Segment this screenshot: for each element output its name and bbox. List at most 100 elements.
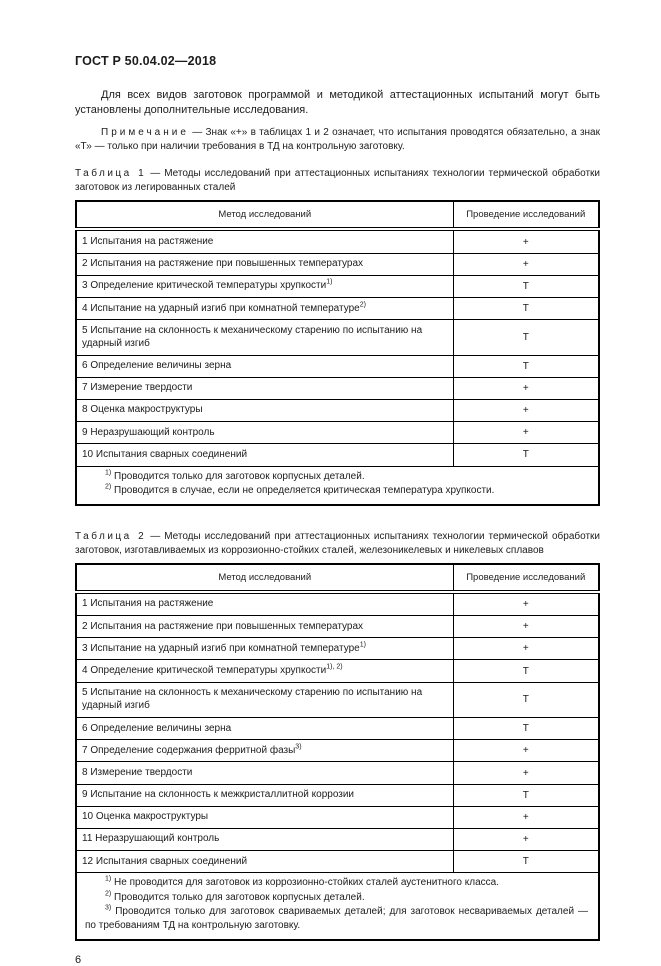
footnote-text: Проводится только для заготовок корпусны… [114, 891, 365, 903]
table2-body: 1 Испытания на растяжение + 2 Испытания … [75, 591, 600, 874]
result-cell: + [452, 376, 600, 400]
method-cell-text: 10 Испытания сварных соединений [82, 448, 248, 460]
method-cell: 1 Испытания на растяжение [75, 228, 454, 254]
footnote-marker: 1) [326, 279, 333, 287]
method-cell-text: 3 Определение критической температуры хр… [82, 280, 327, 292]
method-cell-text: 11 Неразрушающий контроль [82, 833, 220, 845]
table-footnote: 1) Не проводится для заготовок из корроз… [85, 876, 588, 890]
footnote-marker: 1) [105, 469, 112, 477]
method-cell: 6 Определение величины зерна [75, 354, 454, 378]
table-row: 8 Измерение твердости + [75, 761, 600, 785]
result-cell: + [452, 252, 600, 276]
method-cell-text: 8 Оценка макроструктуры [82, 404, 203, 416]
table-row: 7 Определение содержания ферритной фазы3… [75, 739, 600, 763]
table1-caption: Таблица 1 — Методы исследований при атте… [75, 167, 600, 195]
table2-header-row: Метод исследований Проведение исследован… [75, 563, 600, 594]
table2-footnotes-row: 1) Не проводится для заготовок из корроз… [75, 872, 600, 941]
method-cell-text: 4 Определение критической температуры хр… [82, 664, 327, 676]
note-text: — Знак «+» в таблицах 1 и 2 означает, чт… [75, 127, 600, 153]
result-cell: + [452, 827, 600, 852]
footnote-text: Проводится в случае, если не определяетс… [114, 484, 495, 496]
table-row: 2 Испытания на растяжение при повышенных… [75, 252, 600, 276]
table-row: 3 Определение критической температуры хр… [75, 274, 600, 299]
table1-header-row: Метод исследований Проведение исследован… [75, 200, 600, 232]
method-cell-text: 7 Определение содержания ферритной фазы [82, 744, 296, 756]
method-cell-text: 6 Определение величины зерна [82, 722, 232, 734]
table1-footnotes-cell: 1) Проводится только для заготовок корпу… [75, 465, 600, 506]
footnote-text: Не проводится для заготовок из коррозион… [114, 877, 499, 889]
method-cell: 12 Испытания сварных соединений [75, 850, 454, 874]
method-cell: 3 Определение критической температуры хр… [75, 274, 454, 299]
method-cell: 5 Испытание на склонность к механическом… [75, 681, 454, 719]
footnote-marker: 1) [359, 641, 366, 649]
method-cell: 1 Испытания на растяжение [75, 591, 454, 617]
result-cell: Т [452, 297, 600, 321]
table-row: 4 Определение критической температуры хр… [75, 659, 600, 683]
result-cell: + [452, 228, 600, 254]
table1-caption-label: Таблица 1 [75, 168, 147, 180]
result-cell: + [452, 761, 600, 785]
method-cell: 7 Измерение твердости [75, 376, 454, 400]
table2-caption-text: — Методы исследований при аттестационных… [75, 530, 600, 556]
method-cell-text: 4 Испытание на ударный изгиб при комнатн… [82, 302, 360, 314]
table2-head: Метод исследований Проведение исследован… [75, 563, 600, 594]
table1-body: 1 Испытания на растяжение + 2 Испытания … [75, 228, 600, 467]
table2-caption: Таблица 2 — Методы исследований при атте… [75, 530, 600, 558]
table-footnote: 1) Проводится только для заготовок корпу… [85, 469, 588, 484]
method-cell-text: 5 Испытание на склонность к механическом… [82, 324, 423, 349]
method-cell: 2 Испытания на растяжение при повышенных… [75, 252, 454, 276]
method-cell: 9 Неразрушающий контроль [75, 421, 454, 445]
method-cell-text: 2 Испытания на растяжение при повышенных… [82, 258, 364, 270]
table2-footnotes-section: 1) Не проводится для заготовок из корроз… [75, 872, 600, 941]
method-cell: 10 Оценка макроструктуры [75, 805, 454, 829]
table1-col-method: Метод исследований [75, 200, 454, 232]
table-row: 1 Испытания на растяжение + [75, 228, 600, 254]
table-row: 5 Испытание на склонность к механическом… [75, 319, 600, 356]
table-row: 11 Неразрушающий контроль + [75, 827, 600, 852]
method-cell: 7 Определение содержания ферритной фазы3… [75, 739, 454, 763]
table1-footnotes-section: 1) Проводится только для заготовок корпу… [75, 465, 600, 506]
footnote-marker: 3) [105, 904, 112, 912]
method-cell: 2 Испытания на растяжение при повышенных… [75, 615, 454, 639]
table2-caption-label: Таблица 2 [75, 530, 147, 542]
method-cell-text: 6 Определение величины зерна [82, 360, 232, 372]
result-cell: Т [452, 659, 600, 683]
method-cell: 8 Измерение твердости [75, 761, 454, 785]
table-1: Метод исследований Проведение исследован… [75, 200, 600, 506]
result-cell: + [452, 591, 600, 617]
table-row: 5 Испытание на склонность к механическом… [75, 681, 600, 719]
result-cell: Т [452, 681, 600, 719]
table2-col-method: Метод исследований [75, 563, 454, 594]
result-cell: + [452, 739, 600, 763]
result-cell: Т [452, 850, 600, 874]
method-cell-text: 12 Испытания сварных соединений [82, 855, 248, 867]
method-cell: 9 Испытание на склонность к межкристалли… [75, 783, 454, 807]
table-row: 9 Неразрушающий контроль + [75, 421, 600, 445]
table2-footnotes-cell: 1) Не проводится для заготовок из корроз… [75, 872, 600, 941]
table-row: 6 Определение величины зерна Т [75, 354, 600, 378]
table1-footnotes-row: 1) Проводится только для заготовок корпу… [75, 465, 600, 506]
table-row: 1 Испытания на растяжение + [75, 591, 600, 617]
table-row: 2 Испытания на растяжение при повышенных… [75, 615, 600, 639]
page-number: 6 [75, 954, 82, 966]
table1-col-result: Проведение исследований [452, 200, 600, 232]
footnote-marker: 3) [295, 743, 302, 751]
table-row: 9 Испытание на склонность к межкристалли… [75, 783, 600, 807]
method-cell-text: 9 Неразрушающий контроль [82, 426, 215, 438]
table-row: 4 Испытание на ударный изгиб при комнатн… [75, 297, 600, 321]
table1-head: Метод исследований Проведение исследован… [75, 200, 600, 232]
table-row: 6 Определение величины зерна Т [75, 717, 600, 741]
method-cell-text: 1 Испытания на растяжение [82, 235, 214, 247]
table-row: 3 Испытание на ударный изгиб при комнатн… [75, 637, 600, 661]
method-cell: 6 Определение величины зерна [75, 717, 454, 741]
footnote-text: Проводится только для заготовок корпусны… [114, 470, 365, 482]
table2-col-result: Проведение исследований [452, 563, 600, 594]
footnote-marker: 2) [359, 301, 366, 309]
table-row: 8 Оценка макроструктуры + [75, 398, 600, 423]
table-row: 10 Испытания сварных соединений Т [75, 443, 600, 467]
method-cell: 11 Неразрушающий контроль [75, 827, 454, 852]
method-cell: 5 Испытание на склонность к механическом… [75, 319, 454, 356]
footnote-marker: 1), 2) [326, 663, 343, 671]
intro-paragraph: Для всех видов заготовок программой и ме… [75, 89, 600, 116]
method-cell-text: 2 Испытания на растяжение при повышенных… [82, 620, 364, 632]
